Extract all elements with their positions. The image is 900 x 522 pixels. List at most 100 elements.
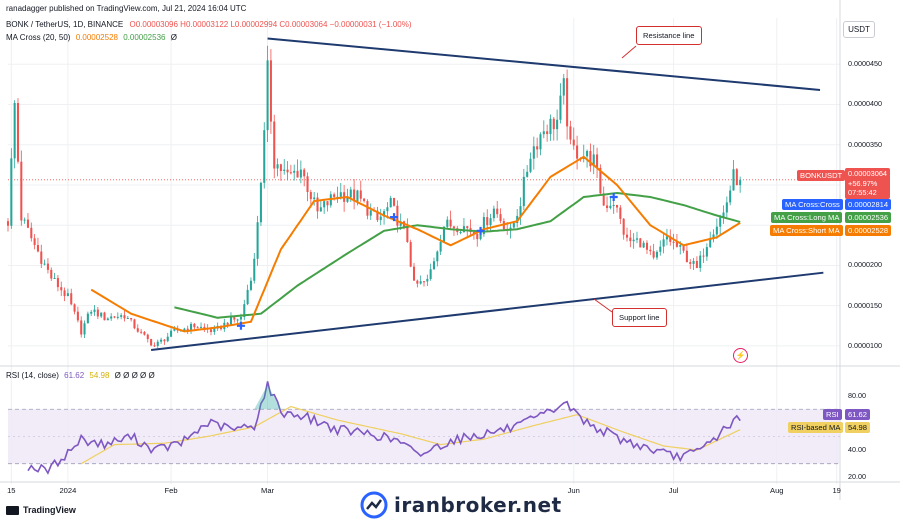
candle-body [323,201,326,208]
iranbroker-text: iranbroker.net [394,493,562,517]
candle-body [715,226,718,235]
candle-body [199,326,203,328]
candle-body [156,341,159,346]
candle-body [236,319,239,321]
grid [0,0,900,500]
rsi-ma-line [80,405,741,465]
candle-body [739,179,742,186]
candle-body [376,210,379,221]
bonk-price: 0.00003064 [848,169,888,178]
rsi-legend-value: 61.62 [64,371,85,380]
candle-body [449,219,452,227]
candle-body [512,223,515,228]
candle-body [702,255,705,257]
candle-body [286,169,289,173]
candle-body [562,78,565,96]
candle-body [110,316,113,319]
bonk-price-tag: 0.00003064 +56.97% 07:55:42 [845,168,891,199]
candle-body [436,251,439,262]
lightning-icon[interactable]: ⚡ [733,348,748,363]
candle-body [695,260,698,268]
candle-body [572,139,575,146]
candle-body [596,154,599,168]
candle-body [113,316,116,318]
candle-body [529,158,532,172]
candle-body [246,289,249,305]
ma-short-line [90,155,741,333]
candle-body [106,318,109,321]
candle-body [90,311,93,314]
time-tick-label: Jun [567,486,580,495]
candle-body [33,238,36,246]
price-tick-label: 0.0000400 [848,99,882,109]
candle-body [70,293,73,305]
candle-body [293,170,296,173]
candle-body [622,218,625,235]
candle-body [309,192,312,200]
candle-body [602,193,605,206]
candle-body [60,287,63,291]
symbol-line: BONK / TetherUS, 1D, BINANCE O0.00003096… [6,20,412,29]
rsi-ma-legend-value: 54.98 [89,371,110,380]
candle-body [289,172,292,174]
candle-body [166,336,169,342]
ohlc-values: O0.00003096 H0.00003122 L0.00002994 C0.0… [129,20,412,29]
candle-body [429,269,432,279]
resistance-annotation: Resistance line [636,26,702,45]
indicator-lines [90,37,824,351]
support-annotation-pointer [593,298,613,313]
candle-body [629,237,632,242]
candle-body [659,246,662,252]
candle-body [259,182,262,223]
candle-body [519,206,522,216]
candle-body [10,158,13,226]
candle-body [120,315,123,317]
candle-body [522,176,525,207]
tradingview-logo[interactable]: TradingView [6,505,76,515]
candle-body [86,313,89,324]
candle-body [140,331,143,333]
candle-body [50,269,53,279]
ma-cross-marker [476,226,485,235]
candle-body [93,309,96,312]
candle-body [40,251,43,264]
currency-button[interactable]: USDT [843,21,875,38]
candle-body [496,208,499,215]
candle-body [559,95,562,120]
rsi-overbought-fill [254,384,281,410]
candle-body [396,205,399,226]
candle-body [639,238,642,248]
candle-body [536,146,539,150]
candle-body [399,221,402,226]
candle-body [276,164,279,169]
candle-body [652,251,655,258]
candle-body [279,164,282,172]
rsi-ma-tag-label: RSI-based MA [788,422,844,433]
candle-body [339,192,342,197]
candle-body [422,281,426,283]
resistance-trendline [267,37,821,91]
candle-body [229,317,233,325]
candle-body [349,189,352,198]
time-tick-label: Jul [668,486,679,495]
publisher-line: ranadagger published on TradingView.com,… [6,4,247,13]
candle-body [170,330,173,337]
candle-body [732,169,735,191]
candle-body [193,323,196,328]
bonk-symbol-tag: BONKUSDT [797,170,846,181]
candle-body [126,317,129,319]
candle-body [116,316,119,318]
ma-short-legend-value: 0.00002528 [75,33,118,42]
candle-body [313,197,316,200]
candle-body [432,261,436,270]
candle-body [80,320,83,335]
candle-body [452,226,455,229]
candle-body [63,290,66,297]
candle-body [53,277,56,279]
candle-body [586,151,589,157]
bonk-change: +56.97% [848,178,878,188]
candle-body [73,304,76,312]
candle-body [100,312,103,317]
candle-body [346,197,349,202]
